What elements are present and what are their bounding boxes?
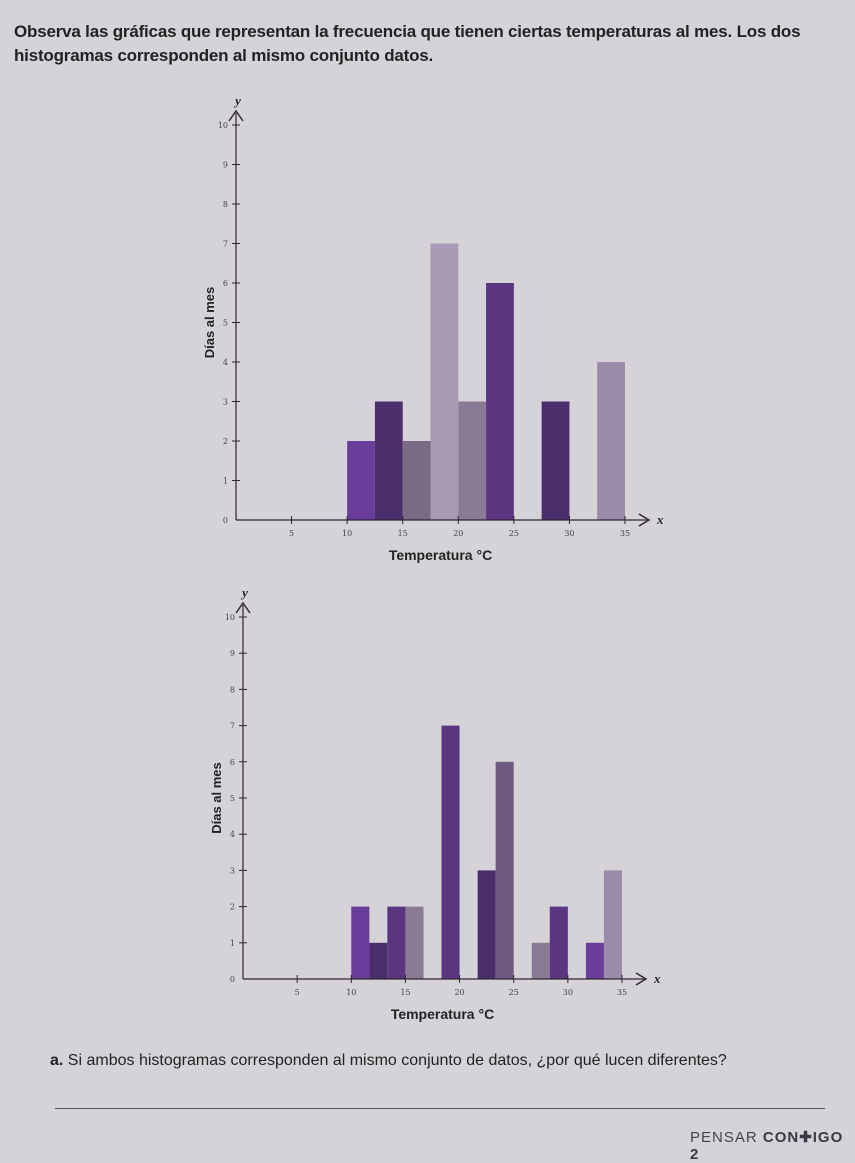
bar-4 bbox=[430, 243, 459, 520]
x-tick-label-10: 10 bbox=[346, 988, 356, 997]
question-a: a. Si ambos histogramas corresponden al … bbox=[50, 1050, 840, 1072]
y-axis-title: Días al mes bbox=[202, 287, 217, 359]
x-tick-label-10: 10 bbox=[342, 529, 352, 538]
bar-11 bbox=[603, 870, 622, 979]
y-tick-label-7: 7 bbox=[223, 240, 228, 249]
bar-6 bbox=[486, 283, 514, 520]
y-tick-label-10: 10 bbox=[218, 121, 228, 130]
y-axis-symbol: y bbox=[233, 93, 241, 108]
footer-prefix: PENSAR bbox=[690, 1129, 763, 1146]
histogram-chart-1: y x 0 1 2 3 4 5 6 7 8 9 10 5 10 15 20 25 30 35 Días al mes Te… bbox=[202, 93, 664, 563]
bar-2 bbox=[369, 942, 388, 979]
x-tick-label-35: 35 bbox=[617, 988, 627, 997]
bar-2 bbox=[374, 401, 403, 520]
question-text: Si ambos histogramas corresponden al mis… bbox=[67, 1052, 727, 1069]
bar-8 bbox=[531, 942, 550, 979]
x-tick-label-15: 15 bbox=[398, 529, 408, 538]
x-tick-label-20: 20 bbox=[453, 529, 463, 538]
x-tick-label-20: 20 bbox=[454, 988, 464, 997]
x-tick-label-35: 35 bbox=[620, 529, 630, 538]
intro-paragraph: Observa las gráficas que representan la … bbox=[14, 22, 801, 65]
x-tick-label-30: 30 bbox=[564, 529, 574, 538]
y-tick-label-6: 6 bbox=[230, 758, 235, 767]
bar-6 bbox=[477, 870, 496, 979]
y-tick-label-9: 9 bbox=[230, 649, 235, 658]
y-tick-label-1: 1 bbox=[223, 477, 228, 486]
footer-brand: PENSAR CON✚IGO 2 bbox=[690, 1128, 855, 1163]
bar-5 bbox=[458, 401, 487, 520]
y-tick-label-5: 5 bbox=[223, 319, 228, 328]
y-tick-label-5: 5 bbox=[230, 794, 235, 803]
bar-3 bbox=[387, 906, 406, 979]
x-axis-symbol: x bbox=[656, 512, 664, 527]
bar-8 bbox=[597, 362, 625, 520]
bar-7 bbox=[495, 761, 514, 979]
x-tick-label-25: 25 bbox=[509, 529, 519, 538]
y-axis-arrow bbox=[228, 109, 244, 122]
bar-7 bbox=[541, 401, 570, 520]
y-tick-label-3: 3 bbox=[230, 866, 235, 875]
x-axis-arrow bbox=[638, 513, 651, 527]
bar-9 bbox=[549, 906, 568, 979]
y-tick-label-8: 8 bbox=[230, 685, 235, 694]
y-tick-label-0: 0 bbox=[230, 975, 235, 984]
y-tick-label-9: 9 bbox=[223, 161, 228, 170]
y-tick-label-6: 6 bbox=[223, 279, 228, 288]
histogram-chart-2: y x 0 1 2 3 4 5 6 7 8 9 10 5 10 15 20 25 30 35 Días al mes Te… bbox=[209, 585, 661, 1022]
question-letter: a. bbox=[50, 1052, 64, 1069]
y-tick-label-1: 1 bbox=[230, 939, 235, 948]
y-tick-label-7: 7 bbox=[230, 722, 235, 731]
y-tick-label-0: 0 bbox=[223, 516, 228, 525]
y-axis-title: Días al mes bbox=[209, 762, 224, 834]
answer-line[interactable] bbox=[55, 1108, 825, 1109]
x-tick-label-5: 5 bbox=[289, 529, 294, 538]
y-tick-label-10: 10 bbox=[225, 613, 235, 622]
x-tick-label-30: 30 bbox=[563, 988, 573, 997]
bar-1 bbox=[351, 906, 370, 979]
bar-5 bbox=[441, 725, 460, 979]
x-tick-label-5: 5 bbox=[295, 988, 300, 997]
x-axis-title: Temperatura °C bbox=[391, 1006, 494, 1022]
y-tick-label-2: 2 bbox=[223, 437, 228, 446]
bar-3 bbox=[402, 441, 431, 520]
x-tick-label-15: 15 bbox=[400, 988, 410, 997]
y-tick-label-8: 8 bbox=[223, 200, 228, 209]
bar-1 bbox=[347, 441, 375, 520]
bar-4 bbox=[405, 906, 424, 979]
bar-10 bbox=[585, 942, 604, 979]
y-tick-label-4: 4 bbox=[230, 830, 235, 839]
y-axis-symbol: y bbox=[240, 585, 248, 600]
x-axis-symbol: x bbox=[653, 971, 661, 986]
x-tick-label-25: 25 bbox=[509, 988, 519, 997]
y-tick-label-2: 2 bbox=[230, 903, 235, 912]
y-tick-label-3: 3 bbox=[223, 398, 228, 407]
y-axis-arrow bbox=[235, 601, 251, 614]
x-axis-title: Temperatura °C bbox=[389, 547, 492, 563]
x-axis-arrow bbox=[635, 972, 648, 986]
y-tick-label-4: 4 bbox=[223, 358, 228, 367]
